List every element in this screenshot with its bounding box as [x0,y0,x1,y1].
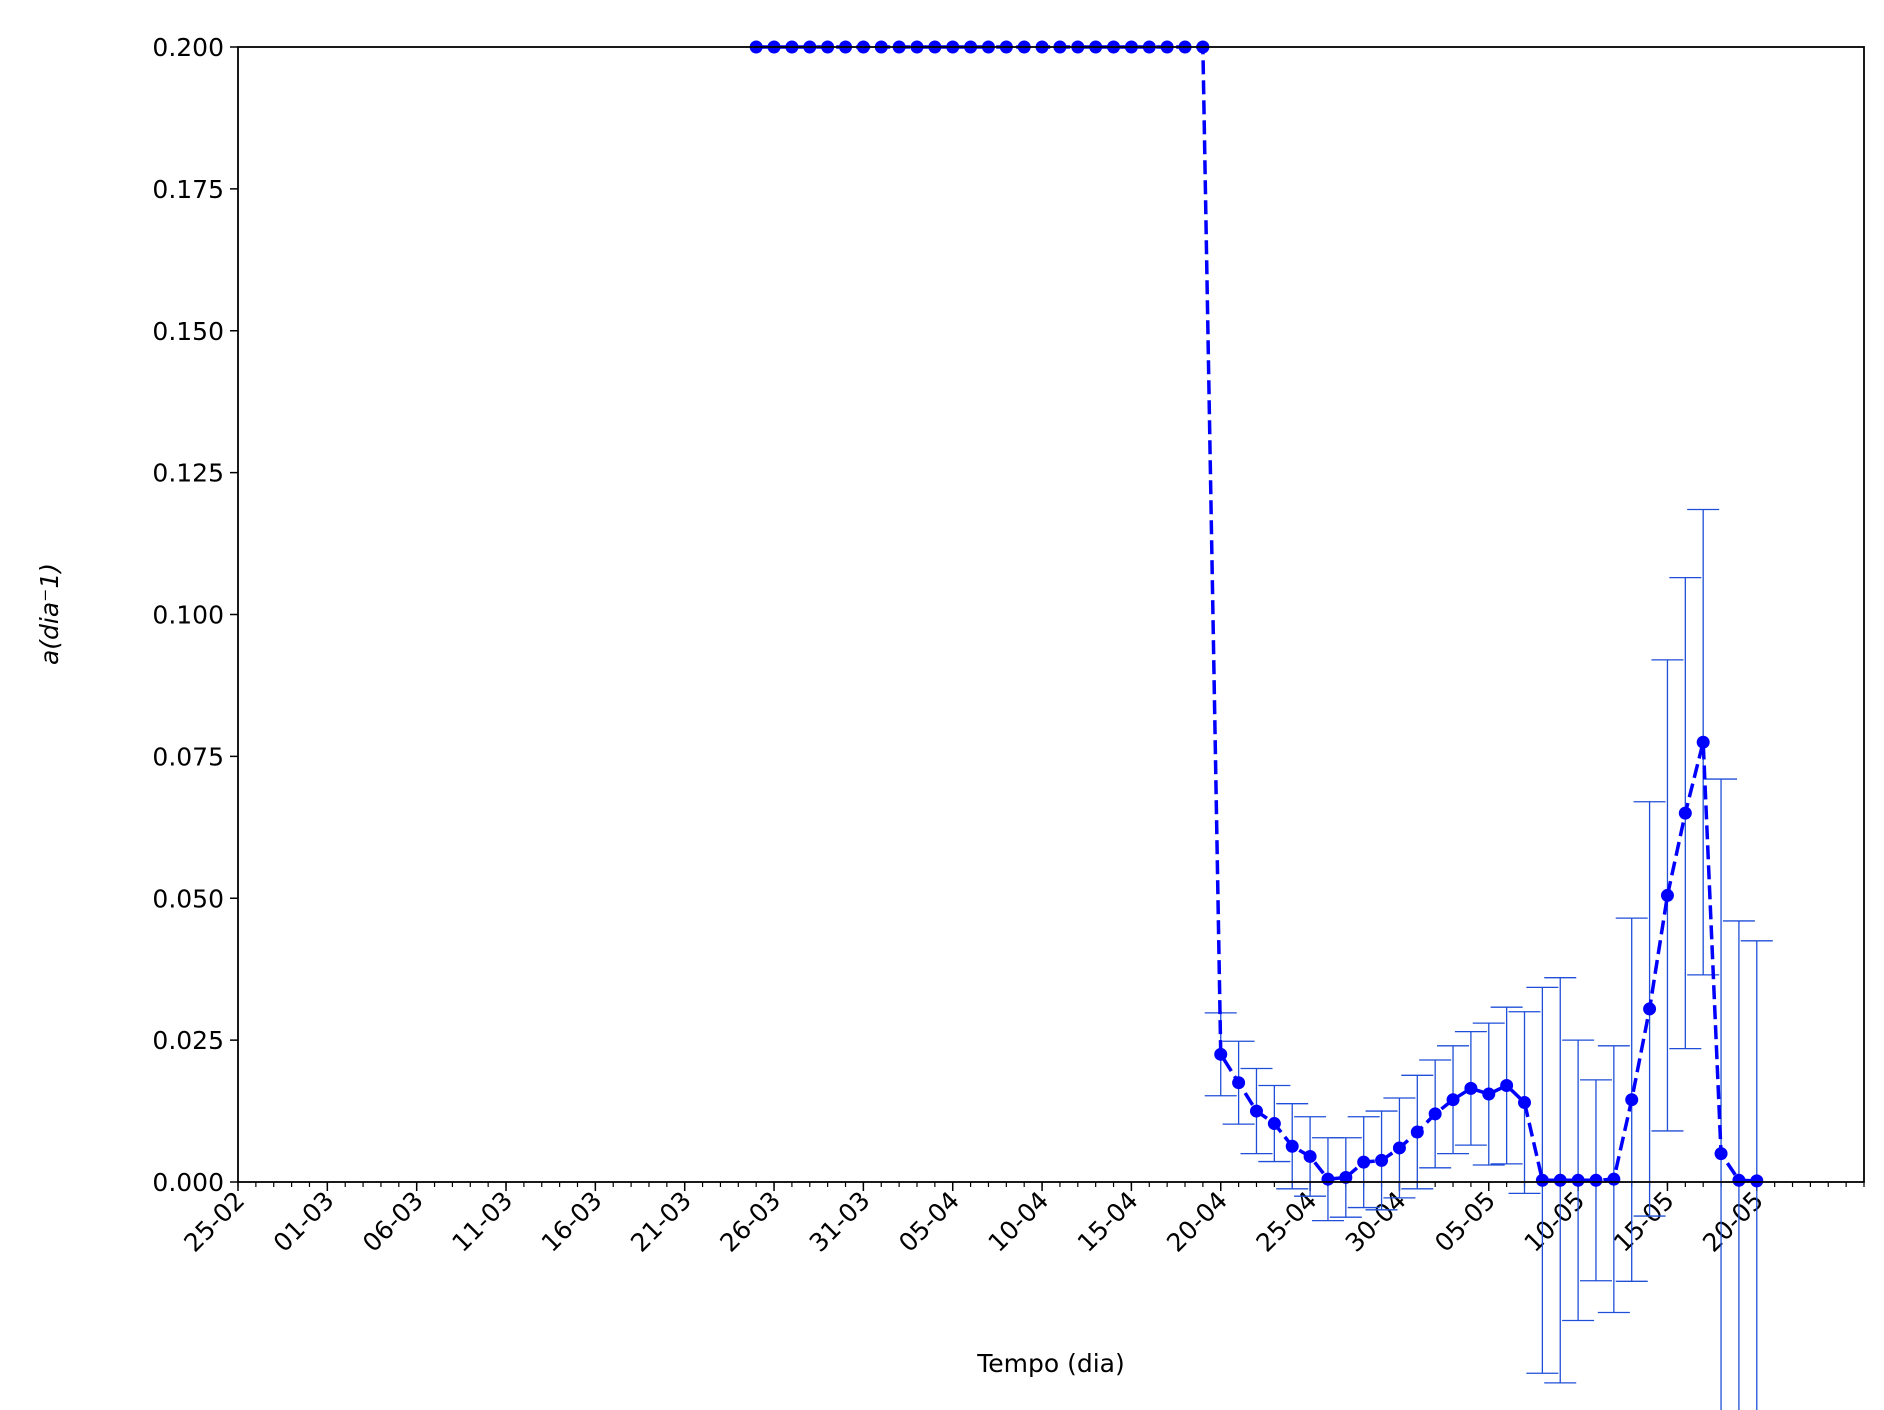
y-tick-label: 0.100 [152,601,224,630]
x-tick-label: 16-03 [536,1186,608,1258]
data-point [1232,1076,1246,1090]
y-tick-label: 0.075 [152,742,224,771]
x-tick-label: 10-05 [1518,1186,1590,1258]
data-point [1249,1104,1263,1118]
data-point [1285,1139,1299,1153]
plot-frame [237,46,1865,1183]
data-point [1607,1172,1621,1186]
data-point [1303,1149,1317,1163]
data-point [1428,1107,1442,1121]
y-tick-label: 0.000 [152,1168,224,1197]
y-tick-label: 0.175 [152,175,224,204]
data-point [1535,1173,1549,1187]
x-tick-label: 05-05 [1429,1186,1501,1258]
y-tick-label: 0.200 [152,33,224,62]
x-tick-label: 20-05 [1697,1186,1769,1258]
data-point [1500,1079,1514,1093]
data-point [1518,1096,1532,1110]
data-point [1589,1173,1603,1187]
data-point [1643,1002,1657,1016]
data-point [1482,1087,1496,1101]
y-tick-label: 0.150 [152,317,224,346]
data-point [1339,1170,1353,1184]
x-tick-label: 20-04 [1161,1186,1233,1258]
x-tick-label: 01-03 [268,1186,340,1258]
data-point [1446,1093,1460,1107]
data-point [1625,1093,1639,1107]
x-tick-label: 21-03 [625,1186,697,1258]
x-tick-label: 10-04 [982,1186,1054,1258]
y-tick-label: 0.125 [152,459,224,488]
data-point [1267,1117,1281,1131]
y-tick-label: 0.050 [152,884,224,913]
data-point [1464,1081,1478,1095]
x-tick-label: 05-04 [893,1186,965,1258]
x-tick-label: 31-03 [804,1186,876,1258]
x-tick-label: 26-03 [714,1186,786,1258]
data-point [1732,1173,1746,1187]
x-tick-label: 15-04 [1072,1186,1144,1258]
data-point [1357,1155,1371,1169]
x-axis-label: Tempo (dia) [976,1349,1125,1378]
x-tick-label: 06-03 [357,1186,429,1258]
data-point [1375,1153,1389,1167]
data-point [1321,1172,1335,1186]
data-point [1553,1173,1567,1187]
x-tick-label: 11-03 [446,1186,518,1258]
data-point [1214,1047,1228,1061]
y-axis-label: a(dia⁻1) [35,563,64,665]
x-tick-label: 15-05 [1608,1186,1680,1258]
data-point [1571,1173,1585,1187]
y-tick-label: 0.025 [152,1026,224,1055]
data-point [1660,888,1674,902]
x-tick-label: 30-04 [1340,1186,1412,1258]
data-point [1750,1174,1764,1188]
data-point [1678,806,1692,820]
data-line [756,45,1757,1183]
data-point [1696,735,1710,749]
data-point [1392,1141,1406,1155]
data-point [1714,1147,1728,1161]
data-point [1410,1125,1424,1139]
